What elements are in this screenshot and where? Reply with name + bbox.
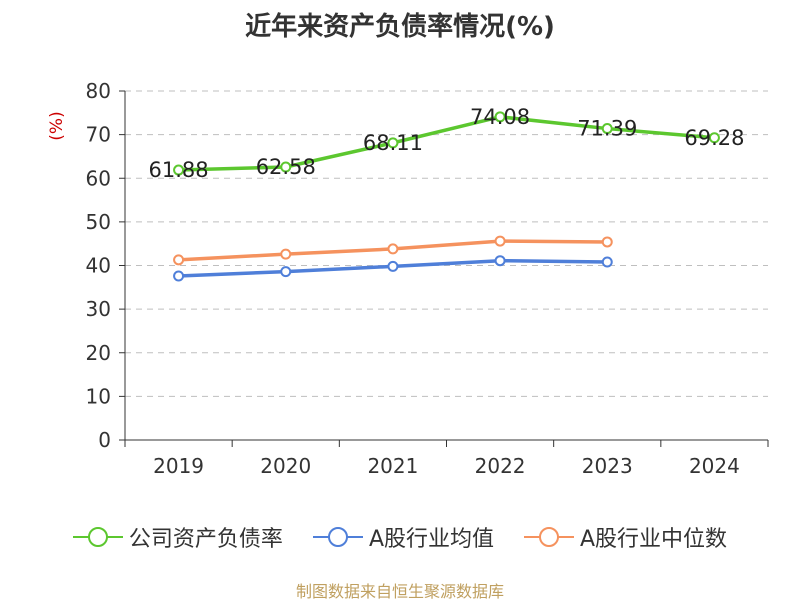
legend-swatch-industry-mean [312,527,363,547]
data-point[interactable] [387,260,399,272]
x-tick-label: 2023 [582,454,633,478]
data-point[interactable] [173,270,185,282]
data-label: 62.58 [256,155,316,179]
data-label: 74.08 [470,105,530,129]
chart-title: 近年来资产负债率情况(%) [245,12,555,42]
source-note: 制图数据来自恒生聚源数据库 [295,582,504,601]
gridlines [125,90,768,397]
legend-swatch-industry-median [524,527,574,547]
data-point[interactable] [601,123,613,135]
data-point[interactable] [601,256,613,268]
y-tick-label: 80 [86,79,111,103]
legend-item-industry-mean[interactable]: A股行业均值 [312,521,494,553]
legend-swatch-company [72,527,123,547]
data-point[interactable] [173,254,185,266]
data-point[interactable] [173,164,185,176]
x-tick-label: 2022 [475,454,526,478]
data-label: 61.88 [149,158,209,182]
legend-label-industry-mean: A股行业均值 [368,527,494,552]
y-tick-label: 30 [86,297,111,321]
y-tick-label: 40 [86,254,111,278]
x-tick-label: 2021 [367,454,418,478]
data-point[interactable] [494,255,506,267]
x-tick-label: 2019 [153,454,204,478]
series-line-0 [178,115,715,172]
axes: 0 10 20 30 40 50 60 70 80 2019 2020 2021 2022 2023 202… [86,79,769,478]
y-tick-label: 70 [86,123,111,147]
series-lines [173,111,720,282]
data-point[interactable] [601,236,613,248]
data-point[interactable] [494,235,506,247]
x-tick-label: 2024 [689,454,740,478]
y-tick-label: 10 [86,384,111,408]
data-point[interactable] [280,161,292,173]
data-point[interactable] [387,137,399,149]
data-point[interactable] [708,132,720,144]
y-tick-label: 60 [86,166,111,190]
legend-label-company: 公司资产负债率 [128,527,283,552]
legend: 公司资产负债率 A股行业均值 A股行业中位数 [0,520,800,554]
y-tick-label: 20 [86,341,111,365]
data-point[interactable] [280,248,292,260]
data-label: 71.39 [577,117,637,141]
legend-item-company[interactable]: 公司资产负债率 [72,521,283,553]
data-point[interactable] [387,243,399,255]
y-axis-label: (%) [47,111,67,140]
data-labels: 61.88 62.58 68.11 74.08 71.39 69.28 [149,105,745,182]
legend-label-industry-median: A股行业中位数 [580,527,728,552]
y-tick-label: 0 [98,428,111,452]
y-tick-label: 50 [86,210,111,234]
x-tick-label: 2020 [260,454,311,478]
legend-item-industry-median[interactable]: A股行业中位数 [524,521,727,553]
data-point[interactable] [280,266,292,278]
data-label: 69.28 [684,126,744,150]
data-point[interactable] [494,111,506,123]
data-label: 68.11 [363,131,423,155]
